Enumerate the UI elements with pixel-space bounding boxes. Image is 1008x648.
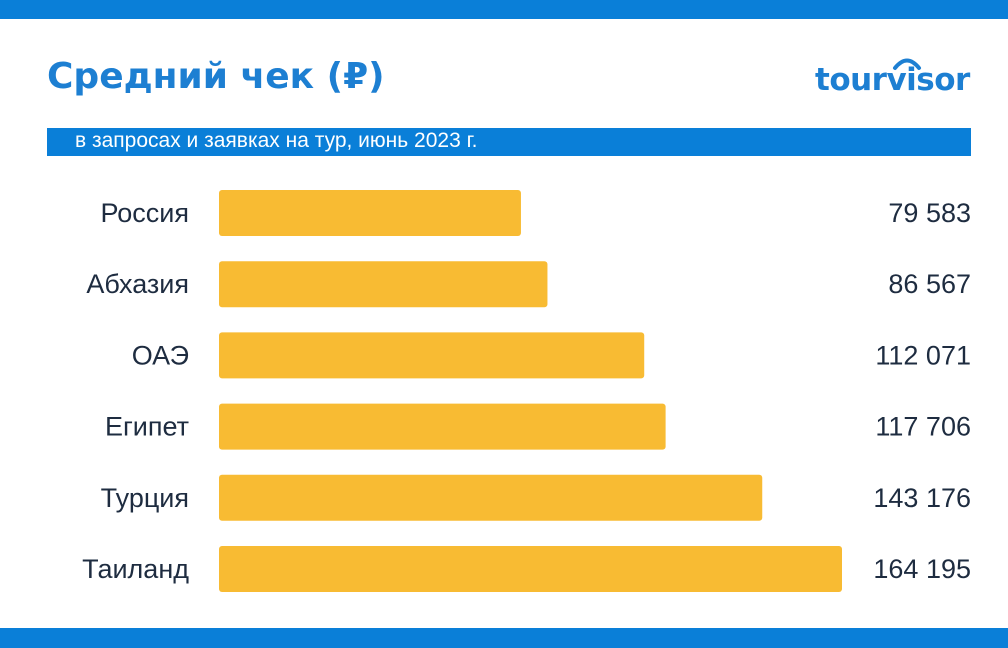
bottom-band	[0, 628, 1008, 648]
tourvisor-logo: tourvisor	[815, 62, 970, 98]
value-label-6: 164 195	[873, 554, 971, 584]
category-label-5: Турция	[101, 483, 189, 513]
category-label-6: Таиланд	[82, 554, 189, 584]
value-label-4: 117 706	[875, 412, 971, 442]
value-label-5: 143 176	[873, 483, 971, 513]
category-label-1: Россия	[100, 198, 189, 228]
value-label-2: 86 567	[888, 269, 971, 299]
bar-6	[219, 546, 842, 592]
bar-4	[219, 403, 666, 450]
chart-title: Средний чек (₽)	[47, 56, 385, 97]
logo-eye-icon	[893, 58, 921, 70]
bar-1	[219, 190, 521, 236]
value-label-3: 112 071	[875, 340, 971, 370]
bar-3	[219, 332, 645, 379]
category-label-4: Египет	[105, 412, 189, 442]
subtitle-bar	[47, 128, 971, 156]
chart-subtitle: в запросах и заявках на тур, июнь 2023 г…	[75, 129, 478, 152]
category-label-2: Абхазия	[86, 269, 189, 299]
bar-2	[219, 261, 548, 308]
bar-5	[219, 474, 763, 521]
value-label-1: 79 583	[888, 198, 971, 228]
category-label-3: ОАЭ	[132, 340, 189, 370]
top-band	[0, 0, 1008, 19]
